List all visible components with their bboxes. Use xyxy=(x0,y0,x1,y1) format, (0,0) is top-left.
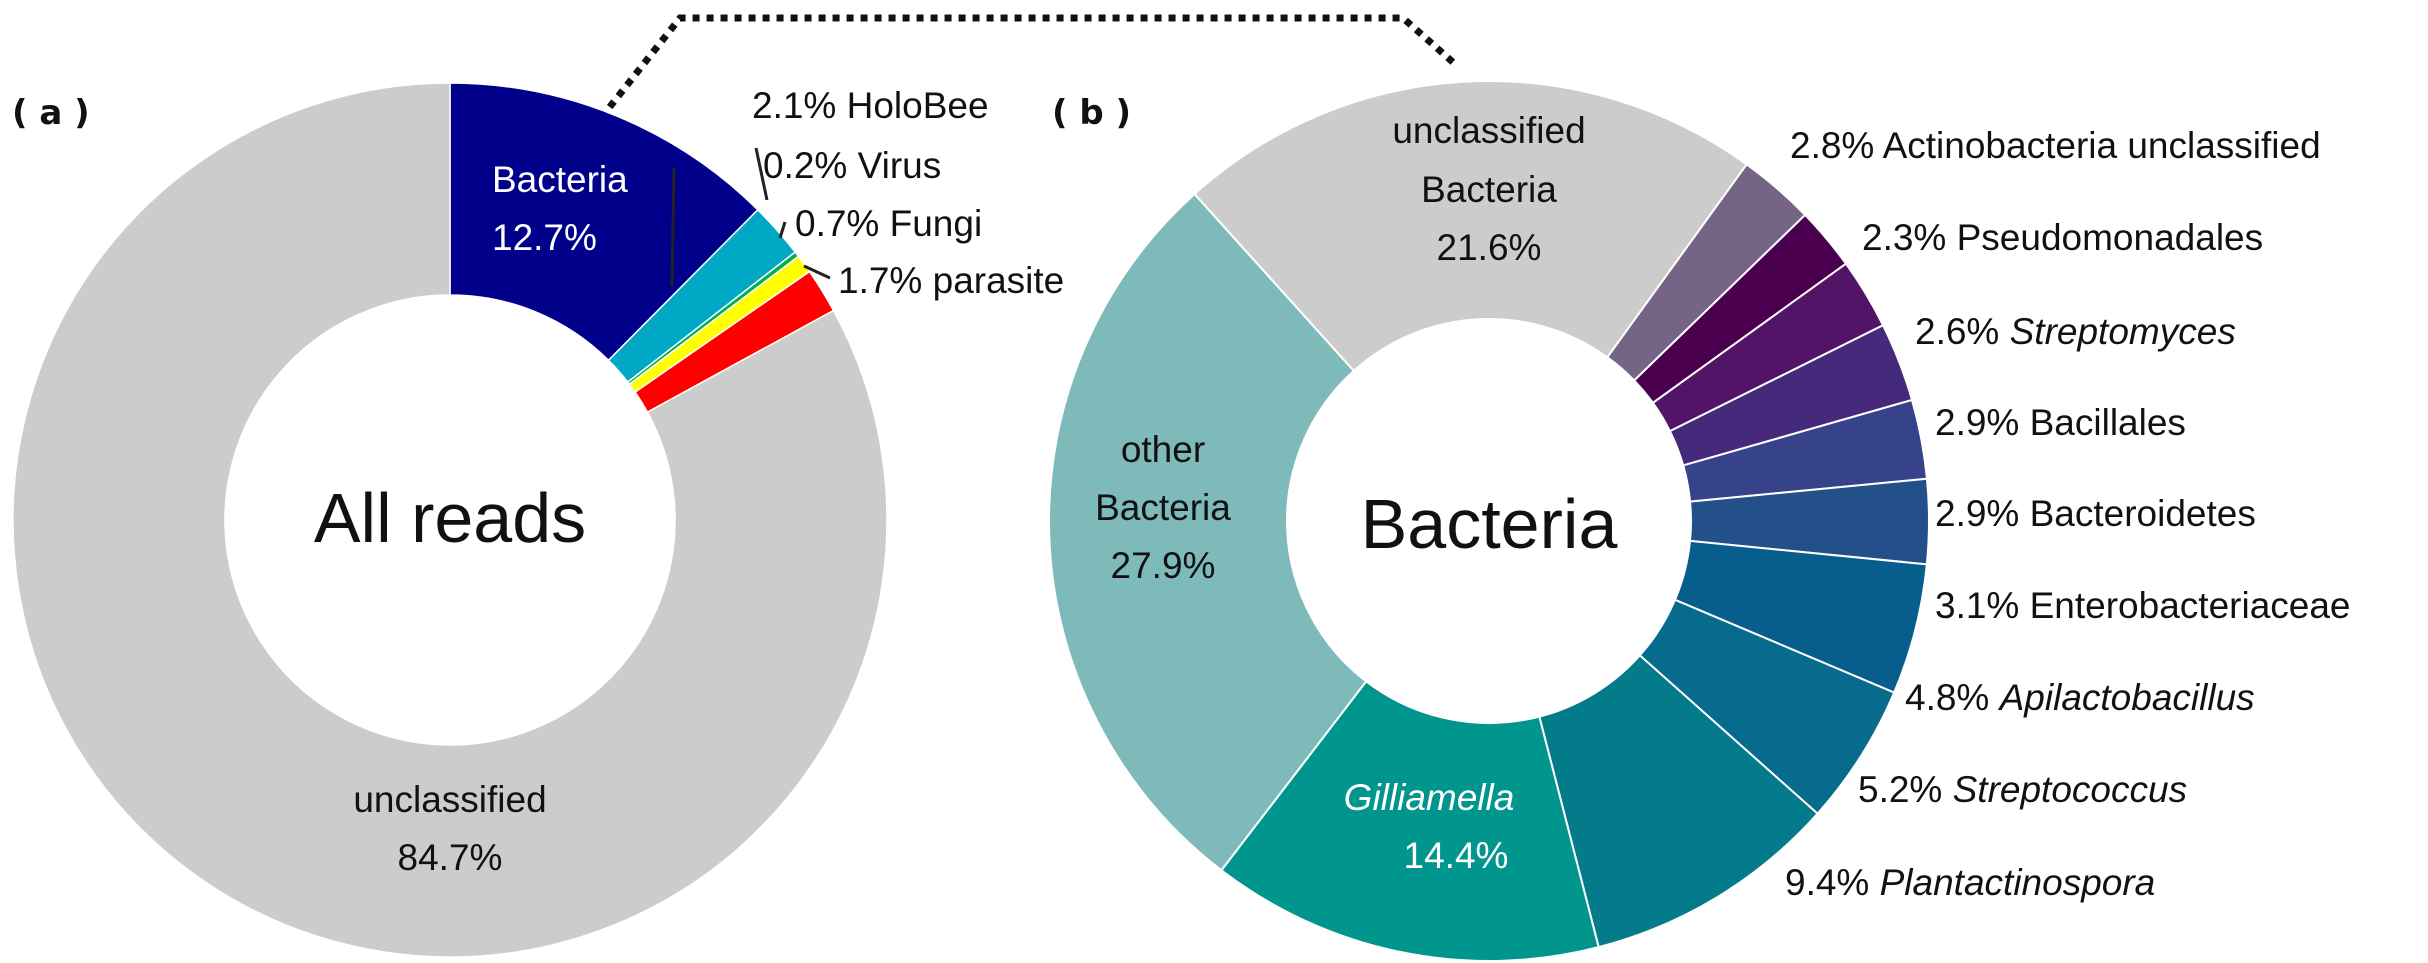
holobee-label: 2.1% HoloBee xyxy=(752,85,989,126)
label-enterobacteriaceae: 3.1% Enterobacteriaceae xyxy=(1935,585,2351,626)
center-label-b: Bacteria xyxy=(1361,485,1618,563)
unclassified-name-label: unclassified xyxy=(353,779,546,820)
parasite-label: 1.7% parasite xyxy=(838,260,1064,301)
parasite-leader-line xyxy=(803,264,831,280)
bacteria-value-label: 12.7% xyxy=(492,217,597,258)
other-bacteria-label-2: Bacteria xyxy=(1095,487,1231,528)
label-bacillales: 2.9% Bacillales xyxy=(1935,402,2186,443)
bacteria-name-label: Bacteria xyxy=(492,159,628,200)
connector-dotted-line xyxy=(598,14,1458,121)
fungi-label: 0.7% Fungi xyxy=(795,203,982,244)
unclassified-bacteria-label-2: Bacteria xyxy=(1421,169,1557,210)
gilliamella-name-label: Gilliamella xyxy=(1344,777,1515,818)
gilliamella-value-label: 14.4% xyxy=(1404,835,1509,876)
label-bacteroidetes: 2.9% Bacteroidetes xyxy=(1935,493,2256,534)
panel-b: ( b ) Bacteria unclassified Bacteria 21.… xyxy=(1048,80,2351,962)
holobee-leader-line xyxy=(670,167,676,287)
panel-a-label: ( a ) xyxy=(12,93,90,133)
donut-a xyxy=(12,82,888,958)
unclassified-value-label: 84.7% xyxy=(398,837,503,878)
b-slice-other-bacteria xyxy=(1048,192,1368,872)
label-apilactobacillus: 4.8% Apilactobacillus xyxy=(1905,677,2255,718)
a-slice-unclassified xyxy=(12,82,888,958)
b-slice-gilliamella xyxy=(1219,679,1600,962)
other-bacteria-label-1: other xyxy=(1121,429,1205,470)
label-pseudomonadales: 2.3% Pseudomonadales xyxy=(1862,217,2263,258)
virus-leader-line xyxy=(754,147,769,201)
donut-b xyxy=(1048,80,1930,962)
other-bacteria-value: 27.9% xyxy=(1111,545,1216,586)
panel-b-label: ( b ) xyxy=(1052,93,1131,133)
a-slice-bacteria xyxy=(449,82,759,362)
unclassified-bacteria-value: 21.6% xyxy=(1437,227,1542,268)
label-plantactinospora: 9.4% Plantactinospora xyxy=(1785,862,2155,903)
center-label-a: All reads xyxy=(314,479,586,557)
fungi-leader-line xyxy=(778,221,787,239)
label-streptococcus: 5.2% Streptococcus xyxy=(1858,769,2187,810)
virus-label: 0.2% Virus xyxy=(763,145,941,186)
label-actinobacteria-unclassified: 2.8% Actinobacteria unclassified xyxy=(1790,125,2321,166)
label-streptomyces: 2.6% Streptomyces xyxy=(1915,311,2236,352)
unclassified-bacteria-label-1: unclassified xyxy=(1392,110,1585,151)
panel-a: ( a ) All reads Bacteria 12.7% unclassif… xyxy=(12,82,1064,958)
b-slice-unclassified-bacteria xyxy=(1193,80,1749,373)
